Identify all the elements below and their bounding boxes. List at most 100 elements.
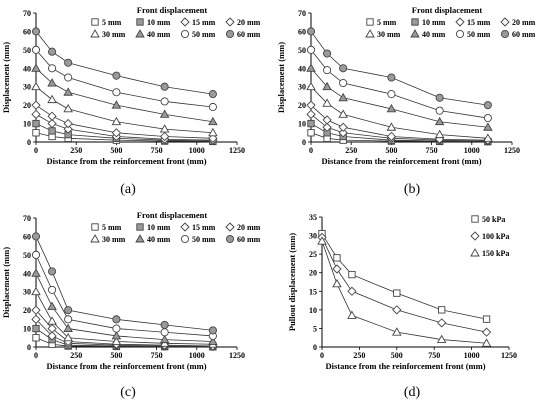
chart-c-data-point [112,324,121,333]
chart-c-x-tick-label: 750 [151,351,163,360]
chart-a-data-point [63,124,73,134]
chart-d-data-point [438,306,446,314]
chart-c-data-point [32,324,40,333]
chart-a-y-tick-label: 60 [23,27,31,36]
chart-c-legend-marker [180,234,190,244]
chart-b-legend-marker [455,17,465,27]
caption-d: (d) [403,385,421,400]
chart-d-x-tick-label: 1000 [464,351,480,360]
chart-a-x-tick-label: 500 [110,146,122,155]
chart-b-series-line [310,31,488,106]
chart-panel-d: 0 5 10 15 20 25 30 35 0 250 500 750 1000 1250 Distance… [287,213,517,371]
chart-a-legend-label: 15 mm [192,18,216,27]
chart-c-legend-title: Front displacement [137,210,208,220]
chart-d-data-point [392,305,402,315]
chart-b-data-point [338,128,348,138]
chart-a-y-tick-label: 50 [23,46,31,55]
chart-b-data-point [339,64,348,73]
chart-c-data-point [112,315,121,324]
chart-d-series-line [321,237,487,333]
chart-b-data-point [435,106,444,115]
chart-c-data-point [31,250,41,259]
chart-d-data-point [481,327,492,337]
chart-b-legend-marker [411,18,419,26]
chart-c-data-point [31,232,41,241]
chart-b-data-point [322,81,332,91]
chart-d-legend-label: 50 kPa [482,215,505,224]
chart-d-data-point [332,278,342,288]
chart-c-x-tick-label: 1000 [189,351,205,360]
chart-c-data-point [159,334,170,344]
chart-panel-b: 0 10 20 30 40 50 60 70 0 250 500 750 1000 1250 Distanc… [276,5,536,166]
chart-b-data-point [306,63,316,72]
chart-d-data-point [347,286,357,296]
chart-a-data-point [160,131,170,142]
chart-b-data-point [387,90,396,99]
chart-b-legend-title: Front displacement [412,5,483,15]
chart-a-legend-marker [225,17,235,27]
chart-a-data-point [48,127,56,135]
chart-d-data-point [393,289,401,297]
chart-c-data-point [64,315,73,324]
chart-b-legend-label: 20 mm [512,18,536,27]
chart-d-series-1 [317,232,492,337]
chart-a-data-point [160,97,169,106]
chart-c-legend-label: 30 mm [102,235,126,244]
chart-d-series-2 [317,236,492,347]
chart-a-x-axis-title: Distance from the reinforcement front (m… [46,156,206,166]
chart-b-y-axis-title: Displacement (mm) [276,42,286,113]
chart-b-data-point [306,81,316,91]
chart-a-data-point [208,90,217,99]
chart-a-data-point [63,103,73,113]
chart-b-data-point [306,27,316,36]
chart-a-x-tick-label: 0 [34,146,38,155]
chart-b-data-point [387,73,396,82]
chart-c-data-point [208,336,218,345]
chart-a-legend-marker [180,17,190,27]
chart-b-x-tick-label: 750 [426,146,438,155]
chart-a-data-point [64,73,73,82]
chart-b-data-point [483,122,493,131]
chart-a-y-tick-label: 30 [23,83,31,92]
chart-b-data-point [322,98,332,107]
chart-c-legend-label: 15 mm [192,223,216,232]
chart-a-legend-marker [136,18,144,26]
chart-a-data-point [31,81,41,91]
chart-b-legend-label: 60 mm [512,30,536,39]
chart-a-series-6 [31,45,217,112]
chart-c-data-point [31,305,41,315]
chart-b-legend-marker [455,29,465,39]
chart-d-data-point [333,254,341,262]
chart-panel-c: 0 10 20 30 40 50 60 70 0 250 500 750 1000 1250 Distanc… [1,210,261,371]
chart-d-legend-label: 100 kPa [482,232,509,241]
chart-a-data-point [48,47,57,56]
chart-a-y-tick-label: 40 [23,64,31,73]
chart-d-series-0 [318,230,491,323]
chart-c-data-point [48,267,57,276]
chart-b-data-point [307,129,315,137]
chart-b-data-point [434,129,445,139]
chart-c-legend-label: 60 mm [237,235,261,244]
chart-d-data-point [437,318,447,328]
chart-c-legend-marker [91,223,99,231]
chart-b-data-point [386,122,397,131]
chart-a-data-point [32,129,40,137]
chart-a-data-point [111,128,122,138]
chart-c-legend-label: 50 mm [192,235,216,244]
chart-b-legend-label: 5 mm [377,18,397,27]
chart-b-y-tick-label: 0 [302,138,306,147]
chart-b-legend-label: 30 mm [377,30,401,39]
chart-d-data-point [348,270,356,279]
chart-b-y-tick-label: 20 [298,101,306,110]
chart-a-series-line [35,49,213,108]
chart-c-data-point [31,286,41,296]
chart-a-legend-marker [180,29,190,39]
chart-a-legend-label: 40 mm [147,30,171,39]
chart-c-data-point [111,336,122,345]
chart-b-legend-marker [366,18,374,26]
chart-a-legend-marker [90,29,100,38]
chart-c-x-tick-label: 1250 [229,351,245,360]
chart-c-data-point [111,331,122,340]
chart-a-legend-label: 5 mm [102,18,122,27]
chart-b-x-tick-label: 1250 [504,146,520,155]
